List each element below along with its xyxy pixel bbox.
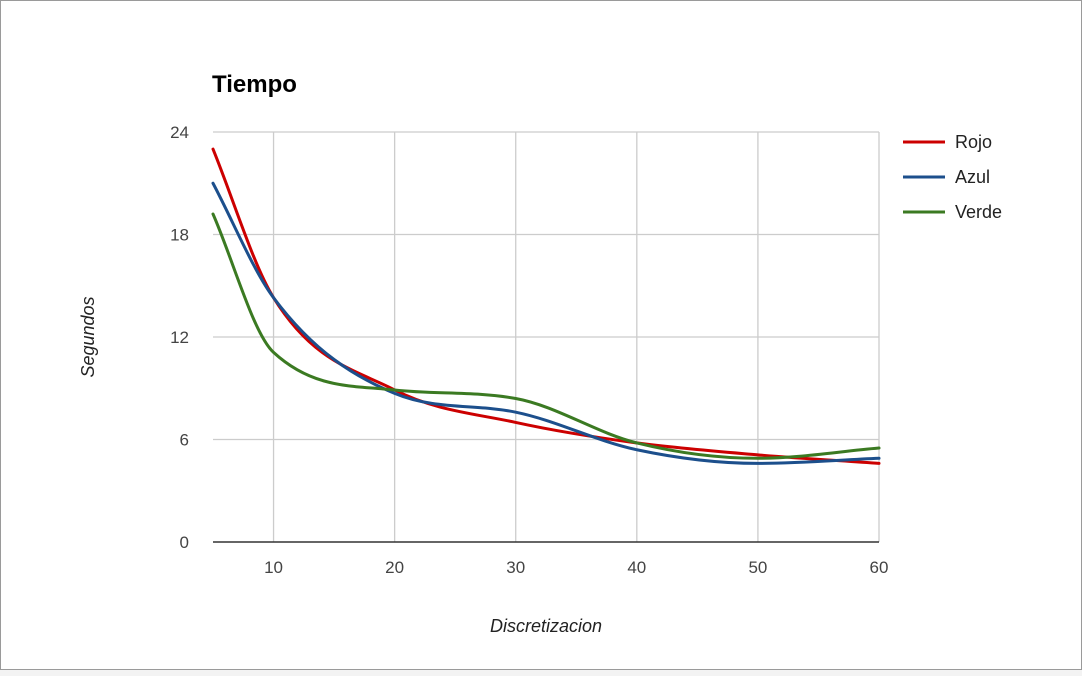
- x-tick-label: 60: [870, 558, 889, 577]
- series-line-verde: [211, 212, 881, 460]
- x-tick-label: 40: [627, 558, 646, 577]
- y-tick-label: 18: [170, 226, 189, 245]
- x-tick-label: 20: [385, 558, 404, 577]
- y-axis-title: Segundos: [78, 296, 98, 377]
- legend-label-verde: Verde: [955, 202, 1002, 222]
- legend-label-rojo: Rojo: [955, 132, 992, 152]
- x-tick-label: 10: [264, 558, 283, 577]
- y-tick-label: 12: [170, 328, 189, 347]
- y-tick-label: 0: [180, 533, 189, 552]
- grid: [213, 131, 880, 542]
- x-axis-title: Discretizacion: [490, 616, 602, 636]
- y-tick-label: 24: [170, 123, 189, 142]
- legend: Rojo Azul Verde: [903, 132, 1002, 222]
- legend-label-azul: Azul: [955, 167, 990, 187]
- x-tick-label: 50: [748, 558, 767, 577]
- series-line-azul: [211, 181, 881, 465]
- series-lines: [211, 147, 881, 465]
- y-tick-label: 6: [180, 431, 189, 450]
- chart-title: Tiempo: [212, 71, 297, 98]
- series-line-rojo: [211, 147, 881, 465]
- x-tick-label: 30: [506, 558, 525, 577]
- tick-labels: 0 6 12 18 24 10 20 30 40 50 60: [170, 123, 888, 577]
